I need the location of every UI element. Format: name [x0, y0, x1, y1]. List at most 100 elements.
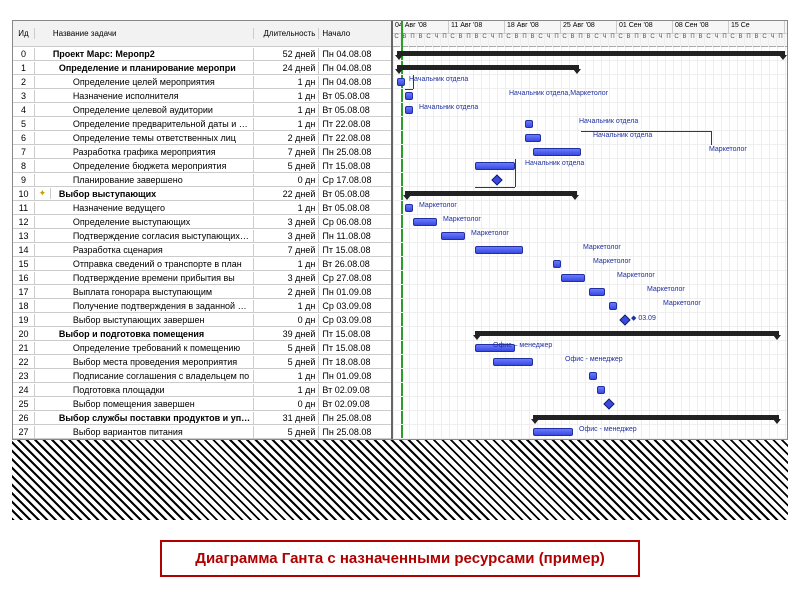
cell-id: 10 [13, 188, 35, 200]
cell-duration: 5 дней [254, 426, 320, 438]
task-bar[interactable] [405, 204, 413, 212]
col-start-header[interactable]: Начало [319, 28, 391, 39]
table-row[interactable]: 2Определение целей мероприятия1 днПн 04.… [13, 75, 391, 89]
cell-duration: 24 дней [254, 62, 320, 74]
cell-duration: 3 дней [254, 272, 320, 284]
cell-start: Пт 15.08.08 [319, 244, 391, 256]
resource-label: Маркетолог [663, 300, 701, 307]
task-bar[interactable] [475, 162, 515, 170]
task-bar[interactable] [533, 428, 573, 436]
task-bar[interactable] [441, 232, 465, 240]
cell-name: Выбор помещения завершен [51, 398, 254, 410]
cell-id: 6 [13, 132, 35, 144]
table-row[interactable]: 1Определение и планирование меропри24 дн… [13, 61, 391, 75]
cell-id: 14 [13, 244, 35, 256]
gantt-header: 04 Авг '0811 Авг '0818 Авг '0825 Авг '08… [393, 21, 787, 47]
table-row[interactable]: 25Выбор помещения завершен0 днВт 02.09.0… [13, 397, 391, 411]
table-row[interactable]: 21Определение требований к помещению5 дн… [13, 341, 391, 355]
summary-bar[interactable] [397, 51, 785, 56]
cell-id: 16 [13, 272, 35, 284]
task-bar[interactable] [475, 246, 523, 254]
cell-name: Выбор выступающих завершен [51, 314, 254, 326]
cell-name: Разработка графика мероприятия [51, 146, 254, 158]
summary-bar[interactable] [397, 65, 579, 70]
cell-id: 15 [13, 258, 35, 270]
cell-name: Подтверждение согласия выступающих и пре… [51, 230, 254, 242]
table-row[interactable]: 27Выбор вариантов питания5 днейПн 25.08.… [13, 425, 391, 439]
resource-label: Офис – менеджер [493, 342, 552, 349]
table-row[interactable]: 9Планирование завершено0 днСр 17.08.08 [13, 173, 391, 187]
cell-name: Планирование завершено [51, 174, 254, 186]
table-row[interactable]: 26Выбор службы поставки продуктов и упра… [13, 411, 391, 425]
task-bar[interactable] [589, 288, 605, 296]
table-row[interactable]: 7Разработка графика мероприятия7 днейПн … [13, 145, 391, 159]
task-bar[interactable] [405, 92, 413, 100]
table-row[interactable]: 18Получение подтверждения в заданной дат… [13, 299, 391, 313]
day-label: В [641, 34, 649, 47]
table-row[interactable]: 19Выбор выступающих завершен0 днСр 03.09… [13, 313, 391, 327]
gantt-row [393, 47, 787, 61]
cell-duration: 5 дней [254, 342, 320, 354]
table-row[interactable]: 12Определение выступающих3 днейСр 06.08.… [13, 215, 391, 229]
table-row[interactable]: 10✦Выбор выступающих22 днейВт 05.08.08 [13, 187, 391, 201]
gantt-row [393, 187, 787, 201]
task-bar[interactable] [609, 302, 617, 310]
table-row[interactable]: 4Определение целевой аудитории1 днВт 05.… [13, 103, 391, 117]
task-bar[interactable] [525, 134, 541, 142]
gantt-row: Начальник отдела [393, 75, 787, 89]
table-row[interactable]: 11Назначение ведущего1 днВт 05.08.08 [13, 201, 391, 215]
cell-start: Вт 05.08.08 [319, 90, 391, 102]
cell-id: 19 [13, 314, 35, 326]
table-row[interactable]: 3Назначение исполнителя1 днВт 05.08.08 [13, 89, 391, 103]
task-bar[interactable] [405, 106, 413, 114]
task-bar[interactable] [597, 386, 605, 394]
table-row[interactable]: 5Определение предварительной даты и врем… [13, 117, 391, 131]
task-bar[interactable] [413, 218, 437, 226]
cell-id: 21 [13, 342, 35, 354]
summary-bar[interactable] [475, 331, 779, 336]
cell-name: Определение выступающих [51, 216, 254, 228]
resource-label: ◆ 03.09 [631, 314, 656, 322]
dependency-link [475, 187, 515, 188]
table-row[interactable]: 6Определение темы ответственных лиц2 дне… [13, 131, 391, 145]
cell-start: Пн 01.09.08 [319, 286, 391, 298]
table-row[interactable]: 20Выбор и подготовка помещения39 днейПт … [13, 327, 391, 341]
milestone-marker[interactable] [603, 398, 614, 409]
cell-id: 24 [13, 384, 35, 396]
cell-id: 9 [13, 174, 35, 186]
gantt-row: Офис – менеджер [393, 341, 787, 355]
cell-start: Вт 02.09.08 [319, 384, 391, 396]
milestone-marker[interactable] [619, 314, 630, 325]
summary-bar[interactable] [533, 415, 779, 420]
table-row[interactable]: 14Разработка сценария7 днейПт 15.08.08 [13, 243, 391, 257]
table-row[interactable]: 15Отправка сведений о транспорте в план1… [13, 257, 391, 271]
resource-label: Маркетолог [709, 146, 747, 153]
summary-bar[interactable] [405, 191, 577, 196]
cell-id: 3 [13, 90, 35, 102]
task-bar[interactable] [397, 78, 405, 86]
table-row[interactable]: 24Подготовка площадки1 днВт 02.09.08 [13, 383, 391, 397]
task-bar[interactable] [533, 148, 581, 156]
task-bar[interactable] [553, 260, 561, 268]
table-row[interactable]: 0Проект Марс: Меропр252 днейПн 04.08.08 [13, 47, 391, 61]
table-row[interactable]: 22Выбор места проведения мероприятия5 дн… [13, 355, 391, 369]
table-row[interactable]: 8Определение бюджета мероприятия5 днейПт… [13, 159, 391, 173]
week-label: 18 Авг '08 [505, 21, 561, 33]
table-row[interactable]: 17Выплата гонорара выступающим2 днейПн 0… [13, 285, 391, 299]
dependency-link [405, 89, 413, 90]
task-bar[interactable] [589, 372, 597, 380]
task-bar[interactable] [493, 358, 533, 366]
task-bar[interactable] [525, 120, 533, 128]
day-label: Ч [713, 34, 721, 47]
milestone-marker[interactable] [491, 174, 502, 185]
gantt-chart[interactable]: 04 Авг '0811 Авг '0818 Авг '0825 Авг '08… [393, 21, 787, 439]
col-name-header[interactable]: Название задачи [51, 28, 254, 39]
cell-start: Ср 27.08.08 [319, 272, 391, 284]
table-row[interactable]: 23Подписание соглашения с владельцем по1… [13, 369, 391, 383]
col-dur-header[interactable]: Длительность [254, 28, 320, 39]
table-row[interactable]: 13Подтверждение согласия выступающих и п… [13, 229, 391, 243]
task-bar[interactable] [561, 274, 585, 282]
col-id-header[interactable]: Ид [13, 28, 35, 39]
table-row[interactable]: 16Подтверждение времени прибытия вы3 дне… [13, 271, 391, 285]
cell-name: Выбор места проведения мероприятия [51, 356, 254, 368]
